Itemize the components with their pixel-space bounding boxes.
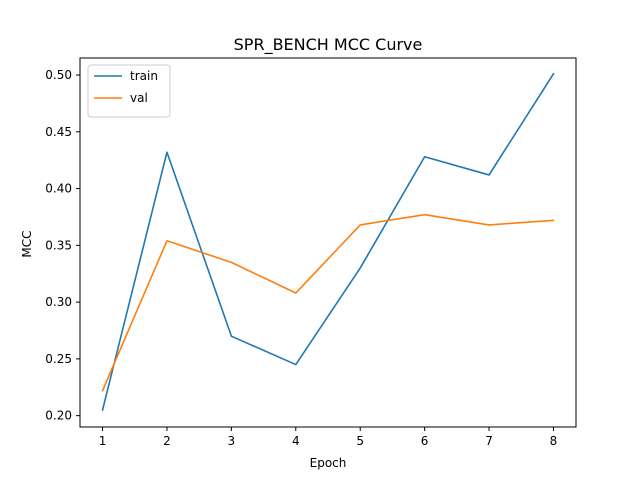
x-tick-label: 7 [485,434,493,448]
x-tick-label: 5 [356,434,364,448]
legend-label-train: train [130,69,158,83]
x-tick-label: 6 [421,434,429,448]
legend-label-val: val [130,91,148,105]
y-axis-label: MCC [20,230,34,257]
chart-title: SPR_BENCH MCC Curve [234,35,423,55]
series-line-val [101,213,555,392]
x-tick-label: 1 [99,434,107,448]
y-tick-label: 0.45 [45,125,72,139]
y-tick-label: 0.50 [45,68,72,82]
x-tick-label: 8 [550,434,558,448]
x-tick-label: 2 [163,434,171,448]
series-line-train [101,72,555,411]
y-tick-label: 0.20 [45,409,72,423]
legend-box [87,64,171,118]
x-tick-label: 3 [228,434,236,448]
plot-area: 1 2 3 4 5 6 7 8 0.20 0.25 0.30 0.35 0.40 0.45 0.50 [45,57,577,448]
y-tick-label: 0.30 [45,295,72,309]
y-tick-label: 0.25 [45,352,72,366]
y-tick-label: 0.40 [45,182,72,196]
y-tick-label: 0.35 [45,238,72,252]
x-tick-label: 4 [292,434,300,448]
legend: train val [87,64,171,118]
x-axis-label: Epoch [310,456,347,470]
plot-frame [79,57,577,428]
